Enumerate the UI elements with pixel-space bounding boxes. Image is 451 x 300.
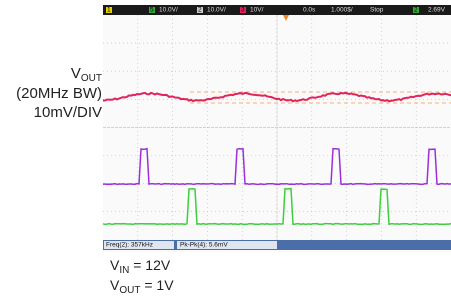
status: 10V/ [250,7,264,14]
status: 5 [150,7,154,14]
bandwidth-label: (20MHz BW) [16,84,102,103]
symbol: V [110,257,119,273]
status: 3 [241,7,245,14]
status: 1 [107,7,111,14]
status: 1.000$/ [331,7,353,14]
status: 2.69V [428,7,446,14]
status: 2 [198,7,202,14]
status: 10.0V/ [207,7,226,14]
status: 2 [414,7,418,14]
symbol: V [110,277,119,293]
scale-label: 10mV/DIV [34,103,102,122]
status: 10.0V/ [159,7,178,14]
subscript: OUT [119,285,140,296]
value: = 12V [129,257,170,273]
subscript: OUT [81,73,102,84]
scope-screen: 1 5 10.0V/ 2 10.0V/ 3 10V/ 0.0s 1.000$/ … [0,0,451,297]
symbol: V [71,65,81,82]
status: 0.0s [303,7,316,14]
page: 1 5 10.0V/ 2 10.0V/ 3 10V/ 0.0s 1.000$/ … [0,0,451,297]
value: = 1V [140,277,173,293]
condition: VOUT = 1V [110,276,174,300]
measurement: Pk-Pk(4): 5.6mV [180,242,228,249]
status-bar [103,5,451,15]
measurement: Freq(2): 357kHz [106,242,153,249]
status: Stop [370,7,384,14]
subscript: IN [119,265,129,276]
